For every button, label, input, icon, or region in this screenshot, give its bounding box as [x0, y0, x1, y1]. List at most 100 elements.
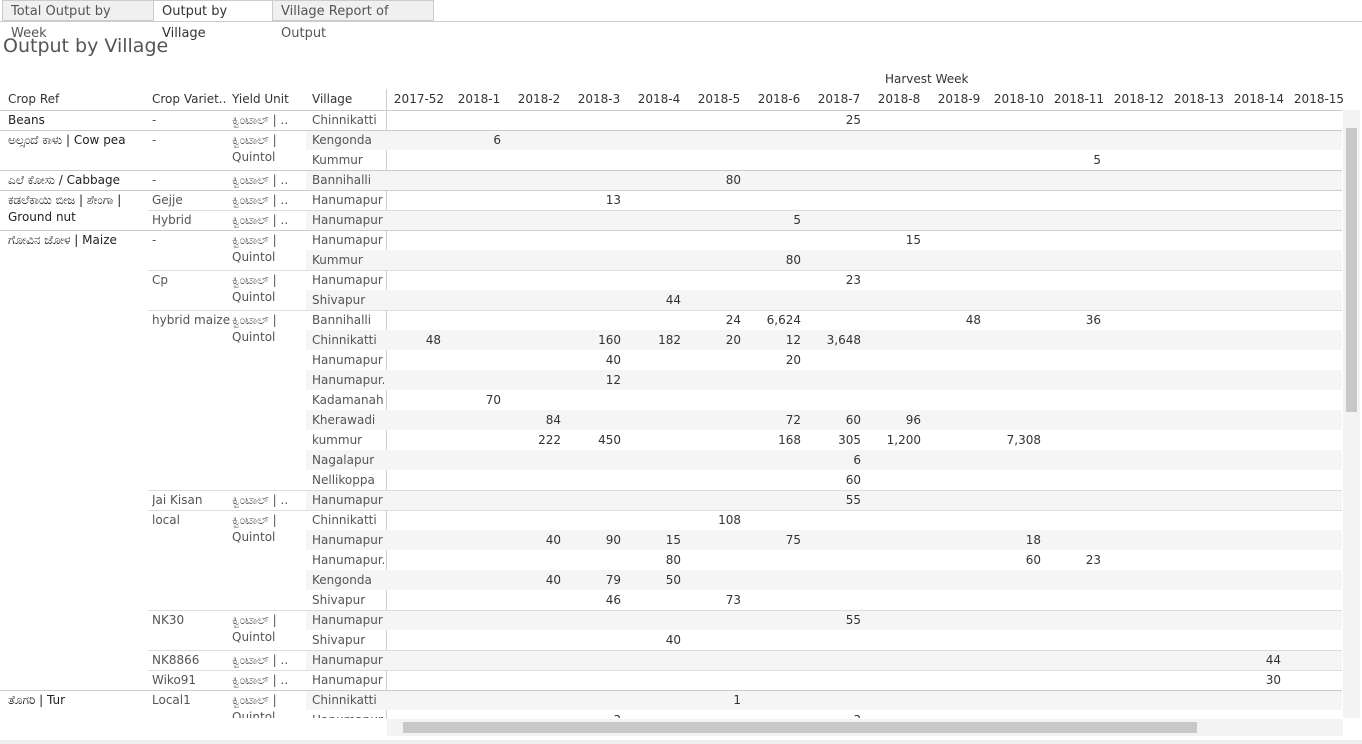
crop-variety: Gejje [152, 193, 183, 207]
yield-unit: ಕ್ವಿಂಟಾಲ್ | .. [232, 213, 289, 227]
village: Nellikoppa [312, 473, 375, 487]
village: Chinnikatti [312, 693, 377, 707]
value-cell: 36 [1085, 313, 1101, 327]
crop-ref: Beans [8, 113, 45, 127]
row-header: Yield Unit [232, 92, 289, 106]
yield-unit: ಕ್ವಿಂಟಾಲ್ | .. [232, 113, 289, 127]
row-band [306, 530, 1342, 550]
tab[interactable]: Total Output by Week [2, 0, 154, 41]
week-header[interactable]: 2018-11 [1053, 92, 1105, 106]
value-cell: 60 [845, 413, 861, 427]
village: Kummur [312, 153, 363, 167]
value-cell: 80 [665, 553, 681, 567]
week-header[interactable]: 2018-13 [1173, 92, 1225, 106]
value-cell: 222 [538, 433, 561, 447]
row-band [306, 210, 1342, 230]
row-band [306, 690, 1342, 710]
value-cell: 23 [1085, 553, 1101, 567]
crop-variety: NK8866 [152, 653, 200, 667]
row-band [306, 170, 1342, 190]
value-cell: 30 [1265, 673, 1281, 687]
village: Shivapur [312, 633, 366, 647]
value-cell: 44 [665, 293, 681, 307]
week-header[interactable]: 2018-3 [577, 92, 621, 106]
value-cell: 6 [853, 453, 861, 467]
crop-variety: Cp [152, 273, 168, 287]
value-cell: 96 [905, 413, 921, 427]
value-cell: 48 [425, 333, 441, 347]
yield-unit: ಕ್ವಿಂಟಾಲ್ | .. [232, 193, 289, 207]
yield-unit: ಕ್ವಿಂಟಾಲ್ | Quintol [232, 133, 277, 164]
scroll-thumb[interactable] [1346, 128, 1357, 412]
value-cell: 1 [733, 693, 741, 707]
crop-divider [0, 130, 1342, 131]
row-header: Village [312, 92, 353, 106]
week-header[interactable]: 2018-1 [457, 92, 501, 106]
yield-unit: ಕ್ವಿಂಟಾಲ್ | Quintol [232, 613, 277, 644]
crop-divider [0, 690, 1342, 691]
village: Hanumapur [312, 613, 383, 627]
value-cell: 3 [809, 710, 861, 718]
row-header: Crop Ref [8, 92, 60, 106]
village: Kengonda [312, 133, 372, 147]
week-header[interactable]: 2018-7 [817, 92, 861, 106]
row-band [306, 290, 1342, 310]
week-header[interactable]: 2018-2 [517, 92, 561, 106]
value-cell: 44 [1265, 653, 1281, 667]
value-cell: 55 [845, 613, 861, 627]
value-cell: 80 [725, 173, 741, 187]
value-cell: 7,308 [1006, 433, 1041, 447]
crop-ref: ತೊಗರಿ | Tur [8, 693, 66, 707]
value-cell: 160 [598, 333, 621, 347]
week-header[interactable]: 2018-8 [877, 92, 921, 106]
value-cell: 12 [785, 333, 801, 347]
horizontal-scrollbar[interactable] [387, 719, 1343, 736]
tab-bar: Total Output by Week Output by Village Vil… [0, 0, 1362, 41]
tab[interactable]: Output by Village [153, 0, 273, 41]
value-cell: 40 [545, 533, 561, 547]
crop-divider [0, 190, 1342, 191]
village: Hanumapur [312, 353, 383, 367]
week-header[interactable]: 2018-6 [757, 92, 801, 106]
scroll-thumb[interactable] [403, 722, 1197, 733]
village: Hanumapur [312, 493, 383, 507]
week-header[interactable]: 2018-12 [1113, 92, 1165, 106]
week-header[interactable]: 2018-10 [993, 92, 1045, 106]
value-cell: 73 [725, 593, 741, 607]
vertical-scrollbar[interactable] [1343, 110, 1360, 718]
week-header[interactable]: 2018-14 [1233, 92, 1285, 106]
crop-variety: Wiko91 [152, 673, 197, 687]
value-cell: 20 [785, 353, 801, 367]
value-cell: 15 [665, 533, 681, 547]
yield-unit: ಕ್ವಿಂಟಾಲ್ | .. [232, 653, 289, 667]
value-cell: 1,200 [886, 433, 921, 447]
week-header[interactable]: 2017-52 [393, 92, 445, 106]
crop-ref: ಅಲ್ಸಂದೆ ಕಾಳು | Cow pea [8, 133, 126, 147]
value-cell: 40 [665, 633, 681, 647]
yield-unit: ಕ್ವಿಂಟಾಲ್ | Quintol [232, 513, 277, 544]
village: Chinnikatti [312, 113, 377, 127]
variety-divider [148, 610, 1342, 611]
village: Bannihalli [312, 313, 372, 327]
week-header[interactable]: 2018-15 [1293, 92, 1345, 106]
row-band [306, 250, 1342, 270]
village: Shivapur [312, 593, 366, 607]
village: Kummur [312, 253, 363, 267]
value-cell: 6,624 [766, 313, 801, 327]
value-cell: 60 [845, 473, 861, 487]
row-band [306, 130, 1342, 150]
village: Shivapur [312, 293, 366, 307]
value-cell: 5 [1093, 153, 1101, 167]
week-header[interactable]: 2018-4 [637, 92, 681, 106]
week-header[interactable]: 2018-9 [937, 92, 981, 106]
crop-ref: ಕಡಲೆಕಾಯಿ ಬೀಜ | ಶೇಂಗಾ | Ground nut [8, 193, 122, 224]
value-cell: 80 [785, 253, 801, 267]
village: Hanumapur [312, 653, 383, 667]
value-cell: 18 [1025, 533, 1041, 547]
value-cell: 72 [785, 413, 801, 427]
value-cell: 20 [725, 333, 741, 347]
tab[interactable]: Village Report of Output [272, 0, 434, 41]
week-header[interactable]: 2018-5 [697, 92, 741, 106]
table-body: Chinnikatti 25 - ಕ್ವಿಂಟಾಲ್ | .. Beans Kengond… [0, 110, 1342, 718]
